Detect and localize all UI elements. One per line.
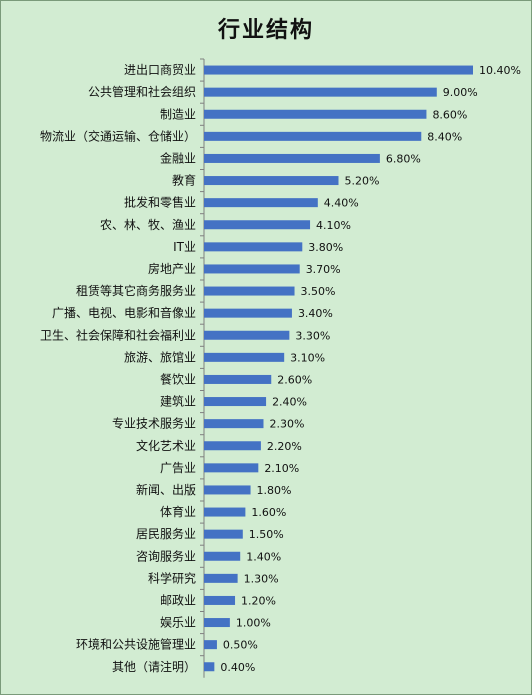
category-label: 农、林、牧、渔业 — [100, 218, 196, 232]
data-label: 3.80% — [308, 241, 343, 254]
bar — [204, 286, 295, 296]
category-label: 建筑业 — [160, 394, 196, 409]
data-label: 2.20% — [267, 440, 302, 453]
category-label: 金融业 — [160, 150, 196, 165]
bar — [204, 485, 251, 495]
data-label: 1.60% — [251, 506, 286, 519]
data-label: 9.00% — [443, 86, 478, 99]
bar — [204, 264, 300, 274]
data-label: 2.60% — [277, 373, 312, 386]
category-label: 其他（请注明） — [112, 659, 196, 674]
bar — [204, 618, 230, 628]
bar — [204, 441, 261, 451]
category-label: 新闻、出版 — [136, 482, 196, 497]
bar — [204, 640, 217, 650]
data-label: 3.40% — [298, 307, 333, 320]
bar — [204, 87, 437, 97]
category-label: 公共管理和社会组织 — [88, 84, 196, 99]
bar — [204, 507, 246, 517]
category-label: 文化艺术业 — [136, 438, 196, 453]
data-label: 2.10% — [264, 462, 299, 475]
category-label: 物流业（交通运输、仓储业） — [40, 128, 196, 143]
data-label: 3.30% — [295, 329, 330, 342]
bar — [204, 551, 241, 561]
bar — [204, 153, 380, 163]
data-label: 0.40% — [220, 661, 255, 674]
data-label: 0.50% — [223, 639, 258, 652]
data-label: 6.80% — [386, 152, 421, 165]
data-label: 2.30% — [269, 418, 304, 431]
bar — [204, 308, 292, 318]
category-label: 娱乐业 — [160, 616, 196, 630]
chart-title: 行业结构 — [217, 18, 314, 43]
category-label: 进出口商贸业 — [124, 62, 196, 77]
data-label: 1.50% — [249, 528, 284, 541]
bar — [204, 352, 285, 362]
data-label: 1.30% — [244, 572, 279, 585]
category-label: 居民服务业 — [136, 526, 196, 541]
category-label: 旅游、旅馆业 — [124, 349, 196, 364]
category-label: 制造业 — [160, 107, 196, 121]
bar — [204, 529, 243, 539]
bar — [204, 198, 318, 208]
bar — [204, 109, 427, 119]
bar — [204, 176, 339, 186]
category-label: 房地产业 — [148, 261, 196, 276]
data-label: 2.40% — [272, 396, 307, 409]
bar — [204, 463, 259, 473]
category-label: 专业技术服务业 — [112, 416, 196, 431]
category-label: 体育业 — [160, 504, 196, 519]
category-label: 租赁等其它商务服务业 — [76, 283, 196, 298]
category-label: 批发和零售业 — [124, 195, 196, 210]
category-label: 教育 — [172, 173, 196, 188]
bar — [204, 220, 311, 230]
data-label: 1.20% — [241, 594, 276, 607]
data-label: 4.10% — [316, 219, 351, 232]
data-label: 4.40% — [324, 197, 359, 210]
data-label: 1.40% — [246, 550, 281, 563]
category-label: 环境和公共设施管理业 — [76, 637, 196, 652]
data-label: 8.60% — [432, 108, 467, 121]
category-label: 邮政业 — [160, 593, 196, 607]
category-label: 卫生、社会保障和社会福利业 — [40, 327, 196, 342]
data-label: 1.00% — [236, 617, 271, 630]
data-label: 1.80% — [257, 484, 292, 497]
data-label: 8.40% — [427, 130, 462, 143]
data-label: 3.50% — [301, 285, 336, 298]
data-label: 3.70% — [306, 263, 341, 276]
bar — [204, 330, 290, 340]
bar — [204, 131, 422, 141]
bar — [204, 65, 473, 75]
category-label: IT业 — [173, 240, 196, 254]
category-label: 餐饮业 — [160, 371, 196, 386]
data-label: 5.20% — [345, 175, 380, 188]
bar — [204, 573, 238, 583]
bar — [204, 419, 264, 429]
category-label: 科学研究 — [148, 570, 196, 585]
bar — [204, 595, 236, 605]
category-label: 广播、电视、电影和音像业 — [52, 305, 196, 320]
bar — [204, 397, 267, 407]
bar — [204, 242, 303, 252]
category-label: 广告业 — [160, 461, 196, 475]
bar — [204, 662, 215, 672]
data-label: 3.10% — [290, 351, 325, 364]
category-label: 咨询服务业 — [136, 548, 196, 563]
bar — [204, 374, 272, 384]
data-label: 10.40% — [479, 64, 521, 77]
